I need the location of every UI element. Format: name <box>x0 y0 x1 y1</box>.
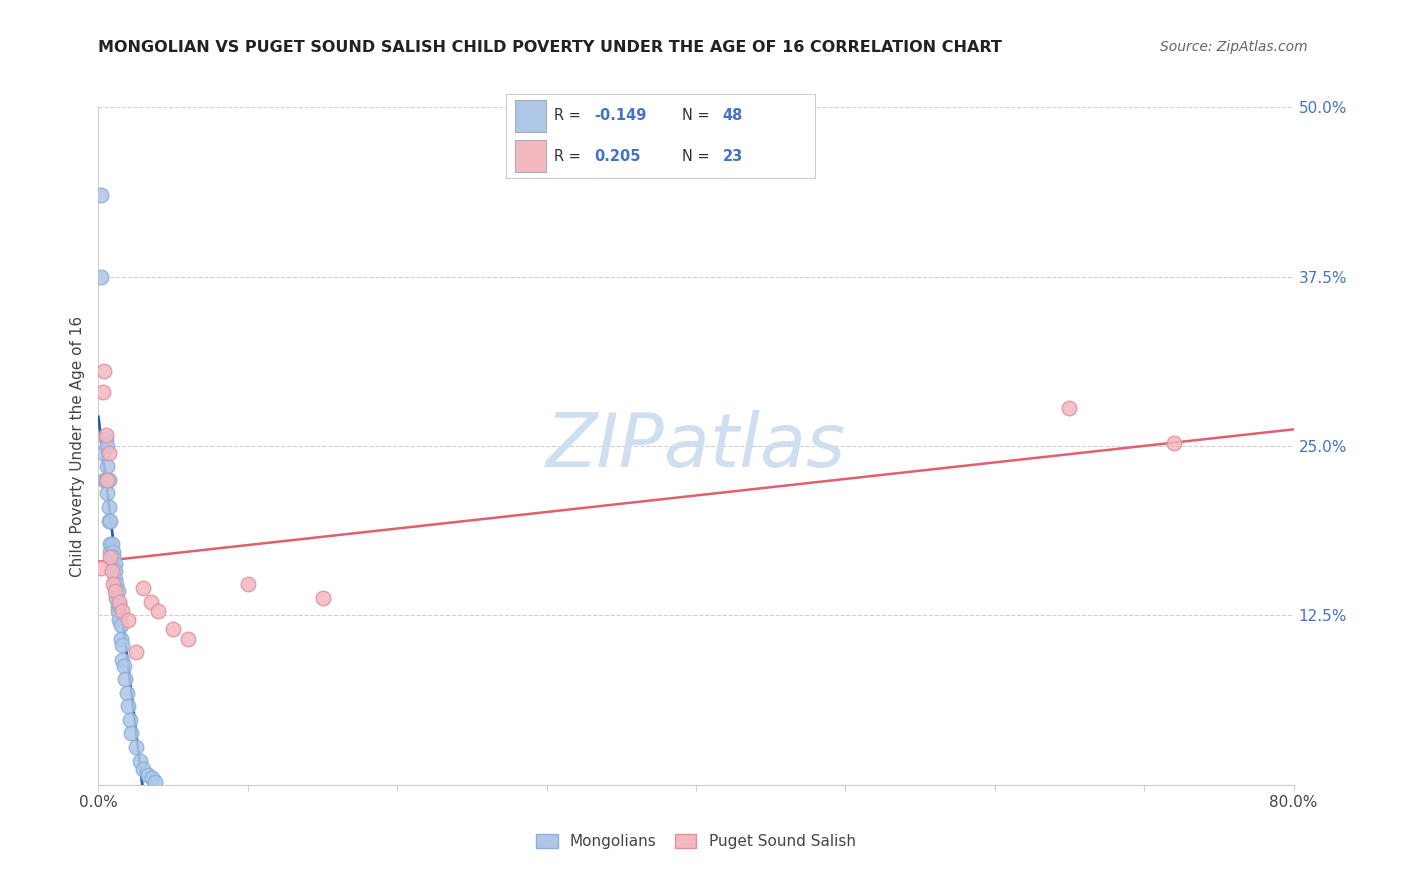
Text: 23: 23 <box>723 149 742 164</box>
Point <box>311 591 333 605</box>
Point <box>90 269 112 284</box>
Point <box>103 577 125 591</box>
Point <box>96 486 118 500</box>
Point <box>1059 401 1081 415</box>
Point <box>104 584 127 599</box>
Point <box>101 550 124 565</box>
Y-axis label: Child Poverty Under the Age of 16: Child Poverty Under the Age of 16 <box>70 316 86 576</box>
Point <box>90 188 112 202</box>
Point <box>111 604 134 618</box>
Point <box>148 604 170 618</box>
Point <box>111 653 134 667</box>
Point <box>129 754 152 768</box>
Point <box>118 713 141 727</box>
Text: MONGOLIAN VS PUGET SOUND SALISH CHILD POVERTY UNDER THE AGE OF 16 CORRELATION CH: MONGOLIAN VS PUGET SOUND SALISH CHILD PO… <box>98 40 1002 55</box>
Point <box>117 699 139 714</box>
Point <box>177 632 200 646</box>
Point <box>98 550 122 565</box>
Point <box>103 561 125 575</box>
Point <box>98 514 122 528</box>
Text: Source: ZipAtlas.com: Source: ZipAtlas.com <box>1160 40 1308 54</box>
Point <box>98 545 122 559</box>
Point <box>110 632 132 646</box>
Point <box>103 545 125 559</box>
Point <box>136 768 159 782</box>
Point <box>96 459 118 474</box>
Point <box>139 595 162 609</box>
Point <box>111 638 134 652</box>
Point <box>141 771 163 785</box>
Text: ZIPatlas: ZIPatlas <box>546 410 846 482</box>
Point <box>91 446 114 460</box>
Point <box>107 584 129 599</box>
Point <box>97 446 120 460</box>
Text: -0.149: -0.149 <box>595 108 647 123</box>
Point <box>132 762 155 776</box>
Point <box>143 775 166 789</box>
Point <box>96 473 118 487</box>
Text: R =: R = <box>554 149 591 164</box>
Point <box>115 686 138 700</box>
Point <box>1163 436 1185 450</box>
Point <box>98 536 122 550</box>
Point <box>125 645 148 659</box>
Point <box>101 536 124 550</box>
Point <box>104 572 127 586</box>
Point <box>90 561 112 575</box>
Point <box>125 739 148 754</box>
Point <box>117 613 139 627</box>
Point <box>114 672 136 686</box>
Point <box>236 577 259 591</box>
Point <box>101 558 124 573</box>
Text: N =: N = <box>682 149 714 164</box>
Point <box>120 726 142 740</box>
Point <box>97 514 120 528</box>
Point <box>104 557 127 571</box>
Point <box>94 473 117 487</box>
FancyBboxPatch shape <box>516 100 547 132</box>
Point <box>107 599 129 613</box>
Point <box>105 577 128 591</box>
Text: N =: N = <box>682 108 714 123</box>
Point <box>105 591 128 605</box>
Point <box>97 500 120 514</box>
FancyBboxPatch shape <box>516 140 547 172</box>
Point <box>112 658 135 673</box>
Point <box>107 604 129 618</box>
Legend: Mongolians, Puget Sound Salish: Mongolians, Puget Sound Salish <box>530 828 862 855</box>
Point <box>101 564 124 578</box>
Point <box>94 428 117 442</box>
Point <box>108 598 131 612</box>
Point <box>91 384 114 399</box>
Point <box>94 432 117 446</box>
Text: R =: R = <box>554 108 586 123</box>
Point <box>132 582 155 596</box>
Point <box>105 585 128 599</box>
Point <box>110 618 132 632</box>
Point <box>93 364 115 378</box>
Point <box>104 564 127 578</box>
Point <box>96 439 118 453</box>
Point <box>108 613 131 627</box>
Point <box>108 595 131 609</box>
Point <box>103 550 125 565</box>
Point <box>162 622 184 636</box>
Point <box>93 473 115 487</box>
Text: 0.205: 0.205 <box>595 149 641 164</box>
Text: 48: 48 <box>723 108 742 123</box>
Point <box>97 473 120 487</box>
